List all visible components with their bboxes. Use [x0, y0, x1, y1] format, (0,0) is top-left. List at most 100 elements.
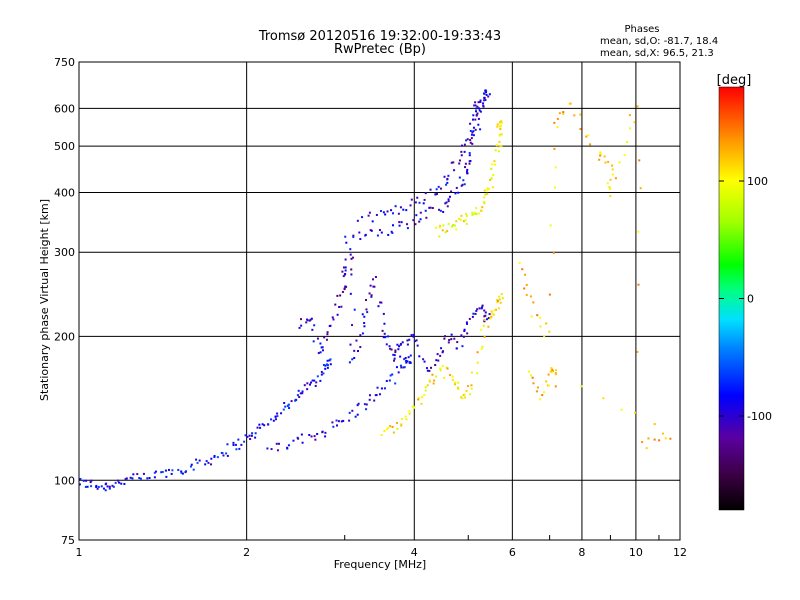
data-point	[350, 268, 353, 271]
data-point	[636, 350, 639, 353]
data-point	[348, 419, 351, 422]
data-point	[454, 192, 457, 195]
data-point	[379, 301, 382, 304]
y-tick-label: 600	[54, 102, 75, 115]
y-tick-labels: 75 100 200 300 400 500 600 750	[54, 56, 75, 547]
data-point	[448, 339, 451, 342]
data-point	[391, 373, 394, 376]
data-point	[550, 367, 553, 370]
data-point	[400, 424, 403, 427]
data-point	[466, 322, 469, 325]
data-point	[359, 346, 362, 349]
data-point	[465, 214, 468, 217]
data-point	[604, 161, 607, 164]
data-point	[359, 238, 362, 241]
data-point	[310, 381, 313, 384]
data-point	[125, 477, 128, 480]
data-point	[478, 307, 481, 310]
data-point	[108, 485, 111, 488]
data-point	[579, 113, 582, 116]
data-point	[439, 187, 442, 190]
data-point	[370, 294, 373, 297]
data-point	[322, 372, 325, 375]
data-point	[418, 201, 421, 204]
data-point	[266, 447, 269, 450]
data-point	[412, 219, 415, 222]
data-point	[444, 202, 447, 205]
data-point	[611, 168, 614, 171]
data-point	[435, 188, 438, 191]
data-point	[177, 468, 180, 471]
data-point	[85, 479, 88, 482]
colorbar-tick-label: -100	[747, 410, 772, 423]
data-point	[455, 228, 458, 231]
data-point	[461, 397, 464, 400]
data-point	[274, 418, 277, 421]
data-point	[369, 284, 372, 287]
data-point	[450, 338, 453, 341]
data-point	[301, 441, 304, 444]
data-point	[491, 163, 494, 166]
data-point	[475, 110, 478, 113]
data-point	[387, 335, 390, 338]
data-point	[444, 335, 447, 338]
data-point	[405, 359, 408, 362]
data-point	[444, 231, 447, 234]
data-point	[390, 230, 393, 233]
data-point	[339, 294, 342, 297]
data-point	[463, 150, 466, 153]
data-point	[463, 143, 466, 146]
data-point	[429, 188, 432, 191]
data-point	[611, 164, 614, 167]
data-point	[459, 218, 462, 221]
data-point	[474, 101, 477, 104]
data-point	[481, 345, 484, 348]
data-point	[472, 134, 475, 137]
data-point	[321, 349, 324, 352]
data-point	[452, 161, 455, 164]
data-point	[518, 261, 521, 264]
data-point	[251, 432, 254, 435]
data-point	[358, 231, 361, 234]
data-point	[363, 321, 366, 324]
data-point	[428, 206, 431, 209]
data-point	[348, 411, 351, 414]
data-point	[490, 315, 493, 318]
data-point	[329, 363, 332, 366]
data-point	[470, 384, 473, 387]
data-point	[102, 487, 105, 490]
data-point	[500, 121, 503, 124]
data-point	[164, 469, 167, 472]
data-point	[316, 337, 319, 340]
data-point	[116, 479, 119, 482]
data-point	[142, 472, 145, 475]
data-point	[105, 482, 108, 485]
data-point	[111, 484, 114, 487]
data-point	[167, 468, 170, 471]
data-point	[664, 437, 667, 440]
data-point	[469, 129, 472, 132]
data-point	[384, 336, 387, 339]
data-point	[368, 211, 371, 214]
data-point	[310, 435, 313, 438]
data-point	[416, 196, 419, 199]
data-point	[397, 212, 400, 215]
data-point	[639, 187, 642, 190]
data-point	[207, 461, 210, 464]
data-point	[460, 396, 463, 399]
data-point	[79, 478, 82, 481]
data-point	[455, 347, 458, 350]
data-point	[316, 433, 319, 436]
data-point	[165, 475, 168, 478]
data-point	[270, 448, 273, 451]
data-point	[300, 318, 303, 321]
data-point	[410, 334, 413, 337]
data-point	[232, 441, 235, 444]
data-point	[523, 287, 526, 290]
data-point	[371, 220, 374, 223]
data-point	[335, 419, 338, 422]
data-point	[483, 335, 486, 338]
data-point	[394, 382, 397, 385]
data-point	[340, 305, 343, 308]
